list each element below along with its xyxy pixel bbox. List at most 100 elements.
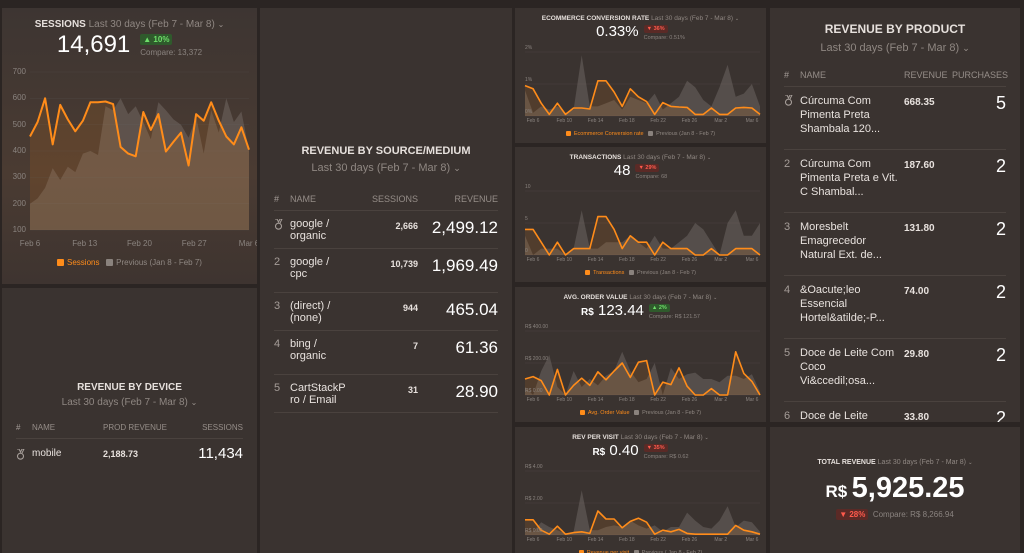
currency-label: R$ [825, 482, 848, 501]
chevron-down-icon: ⌄ [190, 398, 198, 407]
x-tick-label: Feb 22 [650, 537, 666, 543]
x-tick-label: Feb 18 [619, 118, 635, 124]
y-tick-label: 10 [525, 184, 531, 190]
x-tick-label: Mar 6 [745, 257, 759, 263]
x-tick-label: Mar 2 [714, 537, 728, 543]
change-badge: ▼ 35% [643, 444, 668, 452]
period-dropdown[interactable]: Last 30 days (Feb 7 - Mar 8) ⌄ [770, 42, 1020, 54]
checkbox-icon [106, 259, 114, 267]
table-row[interactable]: 3 (direct) / (none) 944 465.04 [274, 293, 498, 331]
change-badge: ▼ 29% [635, 164, 660, 172]
table-row[interactable]: 2 google / cpc 10,739 1,969.49 [274, 249, 498, 293]
checkbox-icon [628, 270, 634, 276]
current-series-area [525, 216, 760, 255]
x-tick-label: Feb 10 [556, 397, 573, 403]
period-dropdown[interactable]: Last 30 days (Feb 7 - Mar 8) ⌄ [2, 397, 257, 408]
table-row[interactable]: google / organic 2,666 2,499.12 [274, 211, 498, 249]
period-dropdown[interactable]: Last 30 days (Feb 7 - Mar 8) ⌄ [629, 294, 717, 301]
col-purchases: PURCHASES [952, 70, 1009, 80]
legend-current[interactable]: Ecommerce Conversion rate [565, 131, 644, 137]
x-tick-label: Feb 18 [619, 397, 635, 403]
widget-title: Total Revenue [817, 459, 876, 466]
transactions-widget: Transactions Last 30 days (Feb 7 - Mar 8… [515, 147, 766, 282]
table-row[interactable]: 5 CartStackPro / Email 31 28.90 [274, 375, 498, 413]
source-table: # NAME SESSIONS REVENUE google / organic 2,6… [274, 194, 498, 413]
table-row[interactable]: 3 Moresbelt Emagrecedor Natural Ext. de..… [784, 213, 1006, 276]
y-tick-label: 5 [525, 216, 528, 222]
checkbox-icon [57, 259, 65, 267]
row-sessions: 944 [402, 303, 418, 313]
x-tick-label: Feb 10 [556, 257, 573, 263]
period-label: Last 30 days (Feb 7 - Mar 8) [877, 459, 966, 466]
widget-title: Revenue by Device [77, 382, 182, 393]
legend-current[interactable]: Revenue per visit [578, 550, 629, 553]
table-row[interactable]: 4 &Oacute;leo Essencial Hortel&atilde;-P.… [784, 276, 1006, 339]
legend-label: Avg. Order Value [587, 410, 630, 416]
legend-previous[interactable]: Previous (Jan 8 - Feb 7) [106, 258, 202, 267]
x-tick-label: Feb 6 [526, 397, 540, 403]
widget-title: Rev per visit [572, 434, 619, 441]
x-tick-label: Feb 10 [556, 118, 573, 124]
x-tick-label: Feb 14 [587, 537, 604, 543]
legend-current[interactable]: Sessions [57, 258, 99, 267]
y-tick-label: R$ 400.00 [525, 324, 549, 330]
row-name: Cúrcuma Com Pimenta Preta Shambala 120..… [800, 95, 881, 135]
x-tick-label: Feb 6 [19, 239, 41, 248]
row-revenue: 28.90 [455, 382, 498, 401]
current-series-line [525, 215, 761, 256]
chart-legend: Revenue per visit Previous ( Jan 8 - Feb… [515, 550, 766, 553]
row-revenue: 2,499.12 [431, 218, 498, 237]
chart-legend: Avg. Order Value Previous (Jan 8 - Feb 7… [515, 410, 766, 416]
table-row[interactable]: Cúrcuma Com Pimenta Preta Shambala 120..… [784, 87, 1006, 150]
metric-value: 0.33% [596, 23, 639, 40]
table-row[interactable]: 6 Doce de Leite 33.80 2 [784, 402, 1006, 422]
row-rank: 2 [274, 256, 281, 268]
legend-label: Transactions [593, 270, 625, 276]
widget-title: Avg. Order Value [563, 294, 628, 301]
chevron-down-icon: ⌄ [704, 435, 709, 441]
compare-value: Compare: R$ 8,266.94 [872, 510, 954, 519]
change-badge: ▼ 36% [643, 25, 668, 33]
period-dropdown[interactable]: Last 30 days (Feb 7 - Mar 8) ⌄ [621, 434, 709, 441]
legend-previous[interactable]: Previous (Jan 8 - Feb 7) [648, 131, 715, 137]
table-row[interactable]: 5 Doce de Leite Com Coco Vi&ccedil;osa...… [784, 339, 1006, 402]
x-tick-label: Feb 6 [526, 118, 540, 124]
period-dropdown[interactable]: Last 30 days (Feb 7 - Mar 8) ⌄ [260, 162, 512, 174]
col-revenue: REVENUE [904, 70, 948, 80]
legend-previous[interactable]: Previous (Jan 8 - Feb 7) [628, 270, 696, 276]
legend-current[interactable]: Avg. Order Value [579, 410, 630, 416]
widget-title: Transactions [569, 154, 622, 161]
x-tick-label: Feb 27 [181, 239, 207, 248]
col-revenue: PROD REVENUE [103, 423, 168, 432]
change-badge: ▼ 28% [836, 509, 869, 520]
conversion-widget: Ecommerce Conversion Rate Last 30 days (… [515, 8, 766, 143]
period-dropdown[interactable]: Last 30 days (Feb 7 - Mar 8) ⌄ [651, 15, 739, 22]
x-tick-label: Feb 26 [681, 537, 698, 543]
period-dropdown[interactable]: Last 30 days (Feb 7 - Mar 8) ⌄ [623, 154, 711, 161]
table-row[interactable]: mobile 2,188.73 11,434 [16, 439, 243, 462]
period-label: Last 30 days (Feb 7 - Mar 8) [820, 42, 960, 54]
table-row[interactable]: 4 bing / organic 7 61.36 [274, 331, 498, 375]
row-purchases: 2 [995, 156, 1006, 176]
previous-series-area [525, 55, 760, 116]
legend-previous[interactable]: Previous ( Jan 8 - Feb 7) [633, 550, 702, 553]
period-label: Last 30 days (Feb 7 - Mar 8) [629, 294, 712, 301]
row-name: Moresbelt Emagrecedor Natural Ext. de... [800, 221, 882, 261]
col-name: NAME [290, 194, 317, 204]
currency-label: R$ [592, 447, 606, 458]
table-header: # NAME SESSIONS REVENUE [274, 194, 498, 211]
sessions-widget: Sessions Last 30 days (Feb 7 - Mar 8) ⌄ … [2, 8, 257, 284]
row-sessions: 2,666 [395, 221, 418, 231]
period-label: Last 30 days (Feb 7 - Mar 8) [61, 397, 188, 408]
y-tick-label: 2% [525, 45, 533, 51]
x-tick-label: Feb 20 [127, 239, 152, 248]
legend-current[interactable]: Transactions [585, 270, 624, 276]
y-tick-label: 500 [12, 119, 26, 129]
row-revenue: 1,969.49 [431, 256, 498, 275]
period-dropdown[interactable]: Last 30 days (Feb 7 - Mar 8) ⌄ [89, 19, 225, 30]
legend-previous[interactable]: Previous (Jan 8 - Feb 7) [634, 410, 701, 416]
period-dropdown[interactable]: Last 30 days (Feb 7 - Mar 8) ⌄ [878, 459, 973, 466]
period-label: Last 30 days (Feb 7 - Mar 8) [620, 434, 703, 441]
table-row[interactable]: 2 Cúrcuma Com Pimenta Preta e Vit. C Sham… [784, 150, 1006, 213]
row-rank: 6 [784, 410, 791, 422]
